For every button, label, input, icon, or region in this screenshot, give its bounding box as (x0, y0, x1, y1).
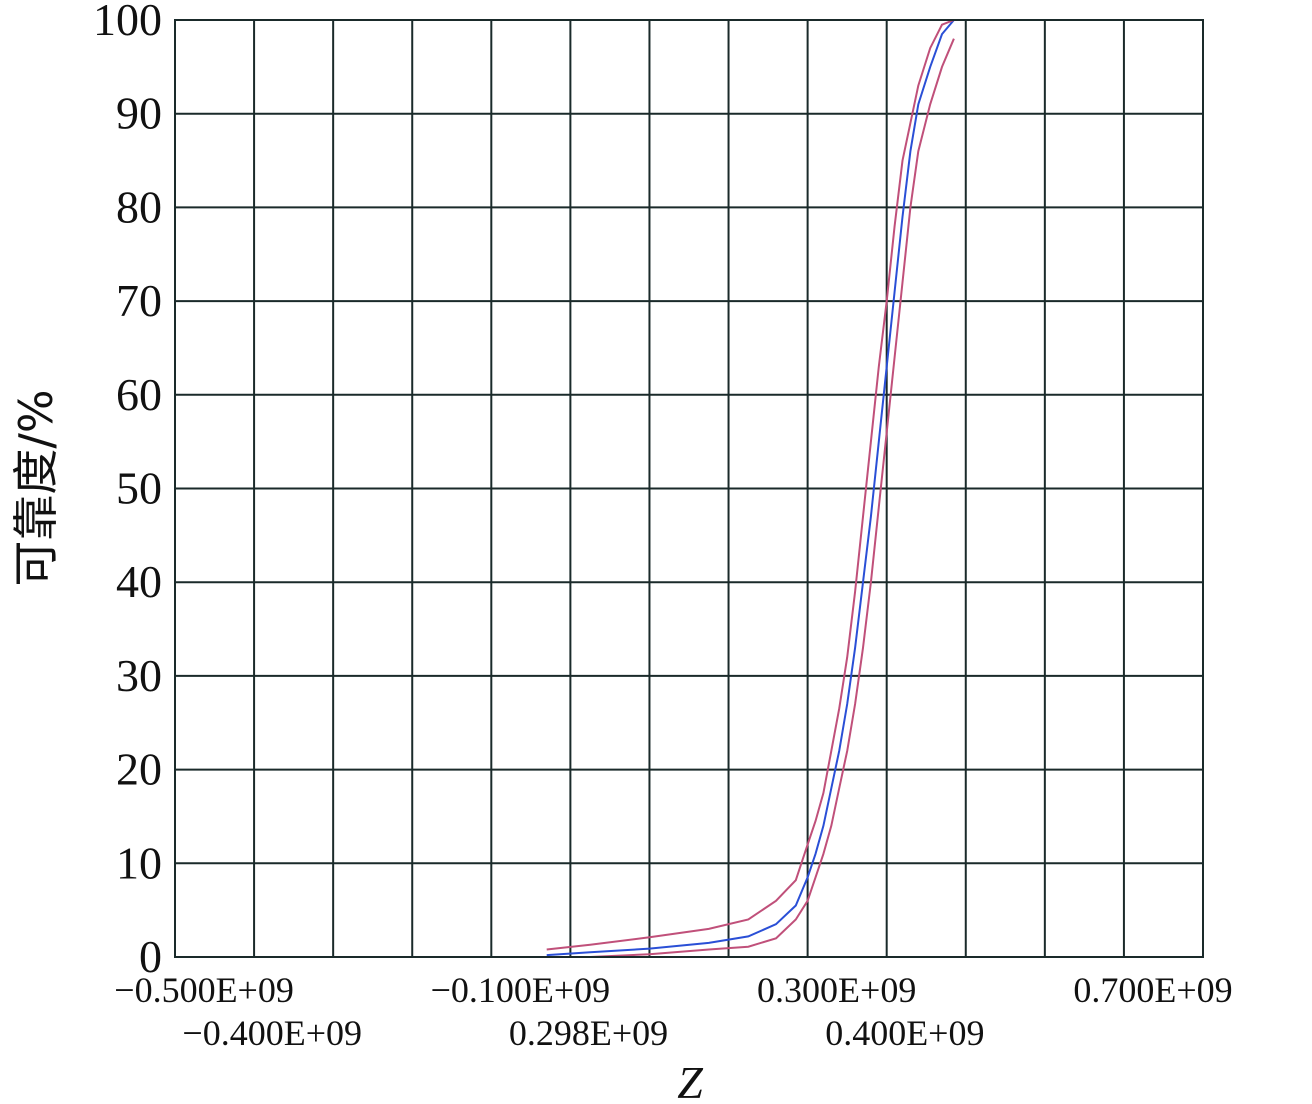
grid (175, 19, 1203, 958)
x-tick-label: 0.298E+09 (509, 1013, 668, 1053)
y-tick-label: 0 (139, 931, 162, 982)
y-tick-label: 90 (116, 88, 162, 139)
y-tick-label: 10 (116, 837, 162, 888)
x-axis-label: Z (677, 1057, 703, 1104)
y-tick-label: 50 (116, 463, 162, 514)
curve-upper-bound (546, 19, 955, 951)
x-tick-label: 0.400E+09 (825, 1013, 984, 1053)
x-tick-label: −0.500E+09 (114, 970, 294, 1010)
x-tick-label: 0.700E+09 (1073, 970, 1232, 1010)
curve-center (546, 19, 955, 957)
y-axis-label: 可靠度/% (9, 389, 63, 586)
x-tick-labels: −0.500E+09 −0.100E+09 0.300E+09 0.700E+09 −0… (114, 970, 1232, 1053)
y-tick-label: 100 (93, 0, 162, 45)
y-tick-labels: 0 10 20 30 40 50 60 70 80 90 100 (93, 0, 162, 982)
series-layer (546, 19, 955, 958)
curve-lower-bound (546, 38, 955, 958)
y-tick-label: 40 (116, 556, 162, 607)
y-tick-label: 30 (116, 650, 162, 701)
plot-frame (174, 19, 1204, 958)
y-tick-label: 80 (116, 181, 162, 232)
x-tick-label: −0.100E+09 (431, 970, 611, 1010)
x-tick-label: −0.400E+09 (182, 1013, 362, 1053)
y-tick-label: 60 (116, 369, 162, 420)
y-tick-label: 20 (116, 744, 162, 795)
x-tick-label: 0.300E+09 (757, 970, 916, 1010)
y-tick-label: 70 (116, 275, 162, 326)
